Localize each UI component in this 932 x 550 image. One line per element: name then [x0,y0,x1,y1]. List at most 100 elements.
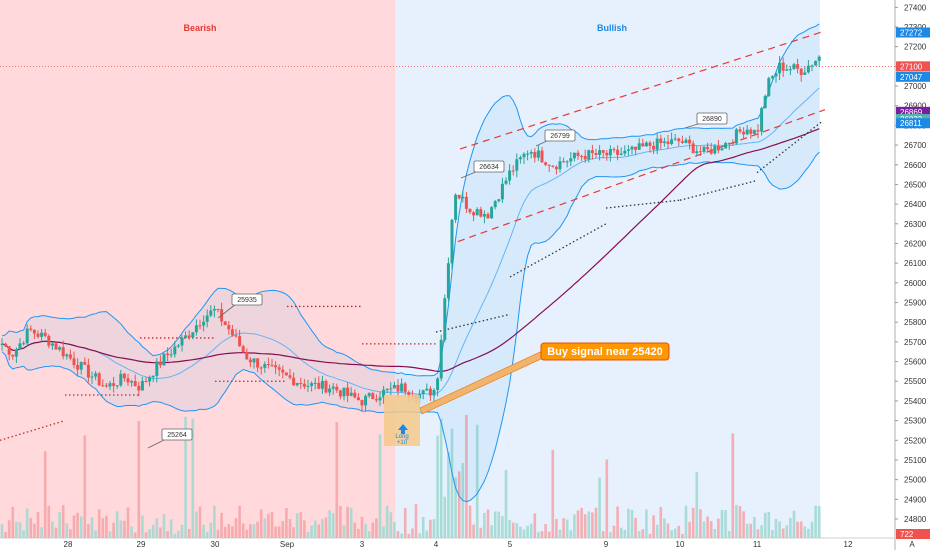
volume-bar [33,523,36,538]
volume-bar [324,517,328,538]
candle-body [155,361,159,376]
volume-bar [807,528,810,538]
y-tick-label: 24800 [904,515,927,524]
volume-bar [810,521,814,538]
candle-body [785,69,789,71]
candle-body [788,69,792,71]
candle-body [205,315,209,322]
volume-bar [209,522,213,538]
volume-bar [162,514,166,538]
candle-body [432,389,436,396]
candle-body [500,183,504,200]
y-tick-label: 25200 [904,436,927,445]
candle-body [601,150,605,153]
volume-bar [727,531,731,538]
candle-body [378,397,382,401]
candle-body [360,400,364,406]
volume-bar [745,523,749,538]
volume-bar [796,521,799,538]
volume-bar [569,530,573,538]
zone-label-bearish: Bearish [183,23,216,33]
moving-average-line [1,128,820,373]
volume-bar [443,496,447,538]
candle-body [684,139,688,144]
callout-label: 25264 [167,432,187,439]
candle-body [313,382,317,384]
volume-bar [101,518,105,538]
candle-body [583,155,587,160]
candle-body [716,145,720,151]
volume-bar [36,512,40,538]
y-tick-label: 26600 [904,161,927,170]
volume-bar [803,526,807,538]
volume-bar [673,528,677,538]
volume-bar [259,509,263,538]
volume-bar [198,506,202,538]
candle-body [666,141,670,145]
volume-bar [187,528,191,538]
candle-body [533,151,537,158]
candle-body [32,329,36,334]
callout-label: 25935 [237,297,257,304]
volume-bar [659,506,663,538]
candle-body [490,207,494,219]
candle-body [688,139,692,144]
candle-body [119,373,123,386]
candle-body [806,65,810,73]
volume-bar [688,521,691,538]
candle-body [158,361,162,366]
price-tag-label: 26869 [900,108,923,117]
candle-body [295,382,299,386]
volume-bar [447,452,450,538]
candle-body [90,376,94,378]
volume-bar [144,532,148,538]
candle-body [551,165,555,167]
volume-bar [47,505,51,538]
volume-bar [25,508,29,538]
zone-label-bullish: Bullish [597,23,627,33]
volume-bar [616,506,619,538]
volume-bar [220,512,223,538]
y-tick-label: 26400 [904,200,927,209]
candle-body [587,150,591,160]
candle-body [274,365,278,368]
candle-body [79,362,83,370]
volume-bar [353,522,357,538]
volume-bar [385,505,389,538]
candle-body [216,308,220,310]
auto-scale-button[interactable]: A [909,540,915,549]
volume-bar [763,512,767,538]
volume-bar [105,515,108,538]
price-tag [896,106,930,117]
volume-bar [69,529,72,538]
candle-body [407,392,411,396]
volume-bar [587,511,591,538]
x-tick-label: 12 [844,540,853,549]
candle-body [166,353,170,356]
volume-bar [245,529,249,538]
signal-highlight-box [384,395,420,446]
y-tick-label: 26500 [904,180,927,189]
y-tick-label: 25300 [904,417,927,426]
price-tag-label: 722 [900,530,914,539]
candle-body [598,150,602,155]
volume-bar [565,519,569,538]
volume-bar [367,531,371,538]
volume-bar [576,510,580,538]
candle-body [508,170,512,181]
volume-bar [400,533,403,538]
volume-bar [241,523,245,538]
volume-bar [22,530,25,538]
candle-body [763,95,767,109]
candle-body [328,388,332,393]
volume-bar [612,525,616,538]
candle-body [245,351,249,360]
candle-body [680,141,684,144]
volume-bar [529,523,533,538]
candle-body [796,64,800,69]
candle-body [677,138,681,142]
candle-body [86,364,90,378]
volume-bar [634,517,637,538]
candle-body [331,386,335,389]
